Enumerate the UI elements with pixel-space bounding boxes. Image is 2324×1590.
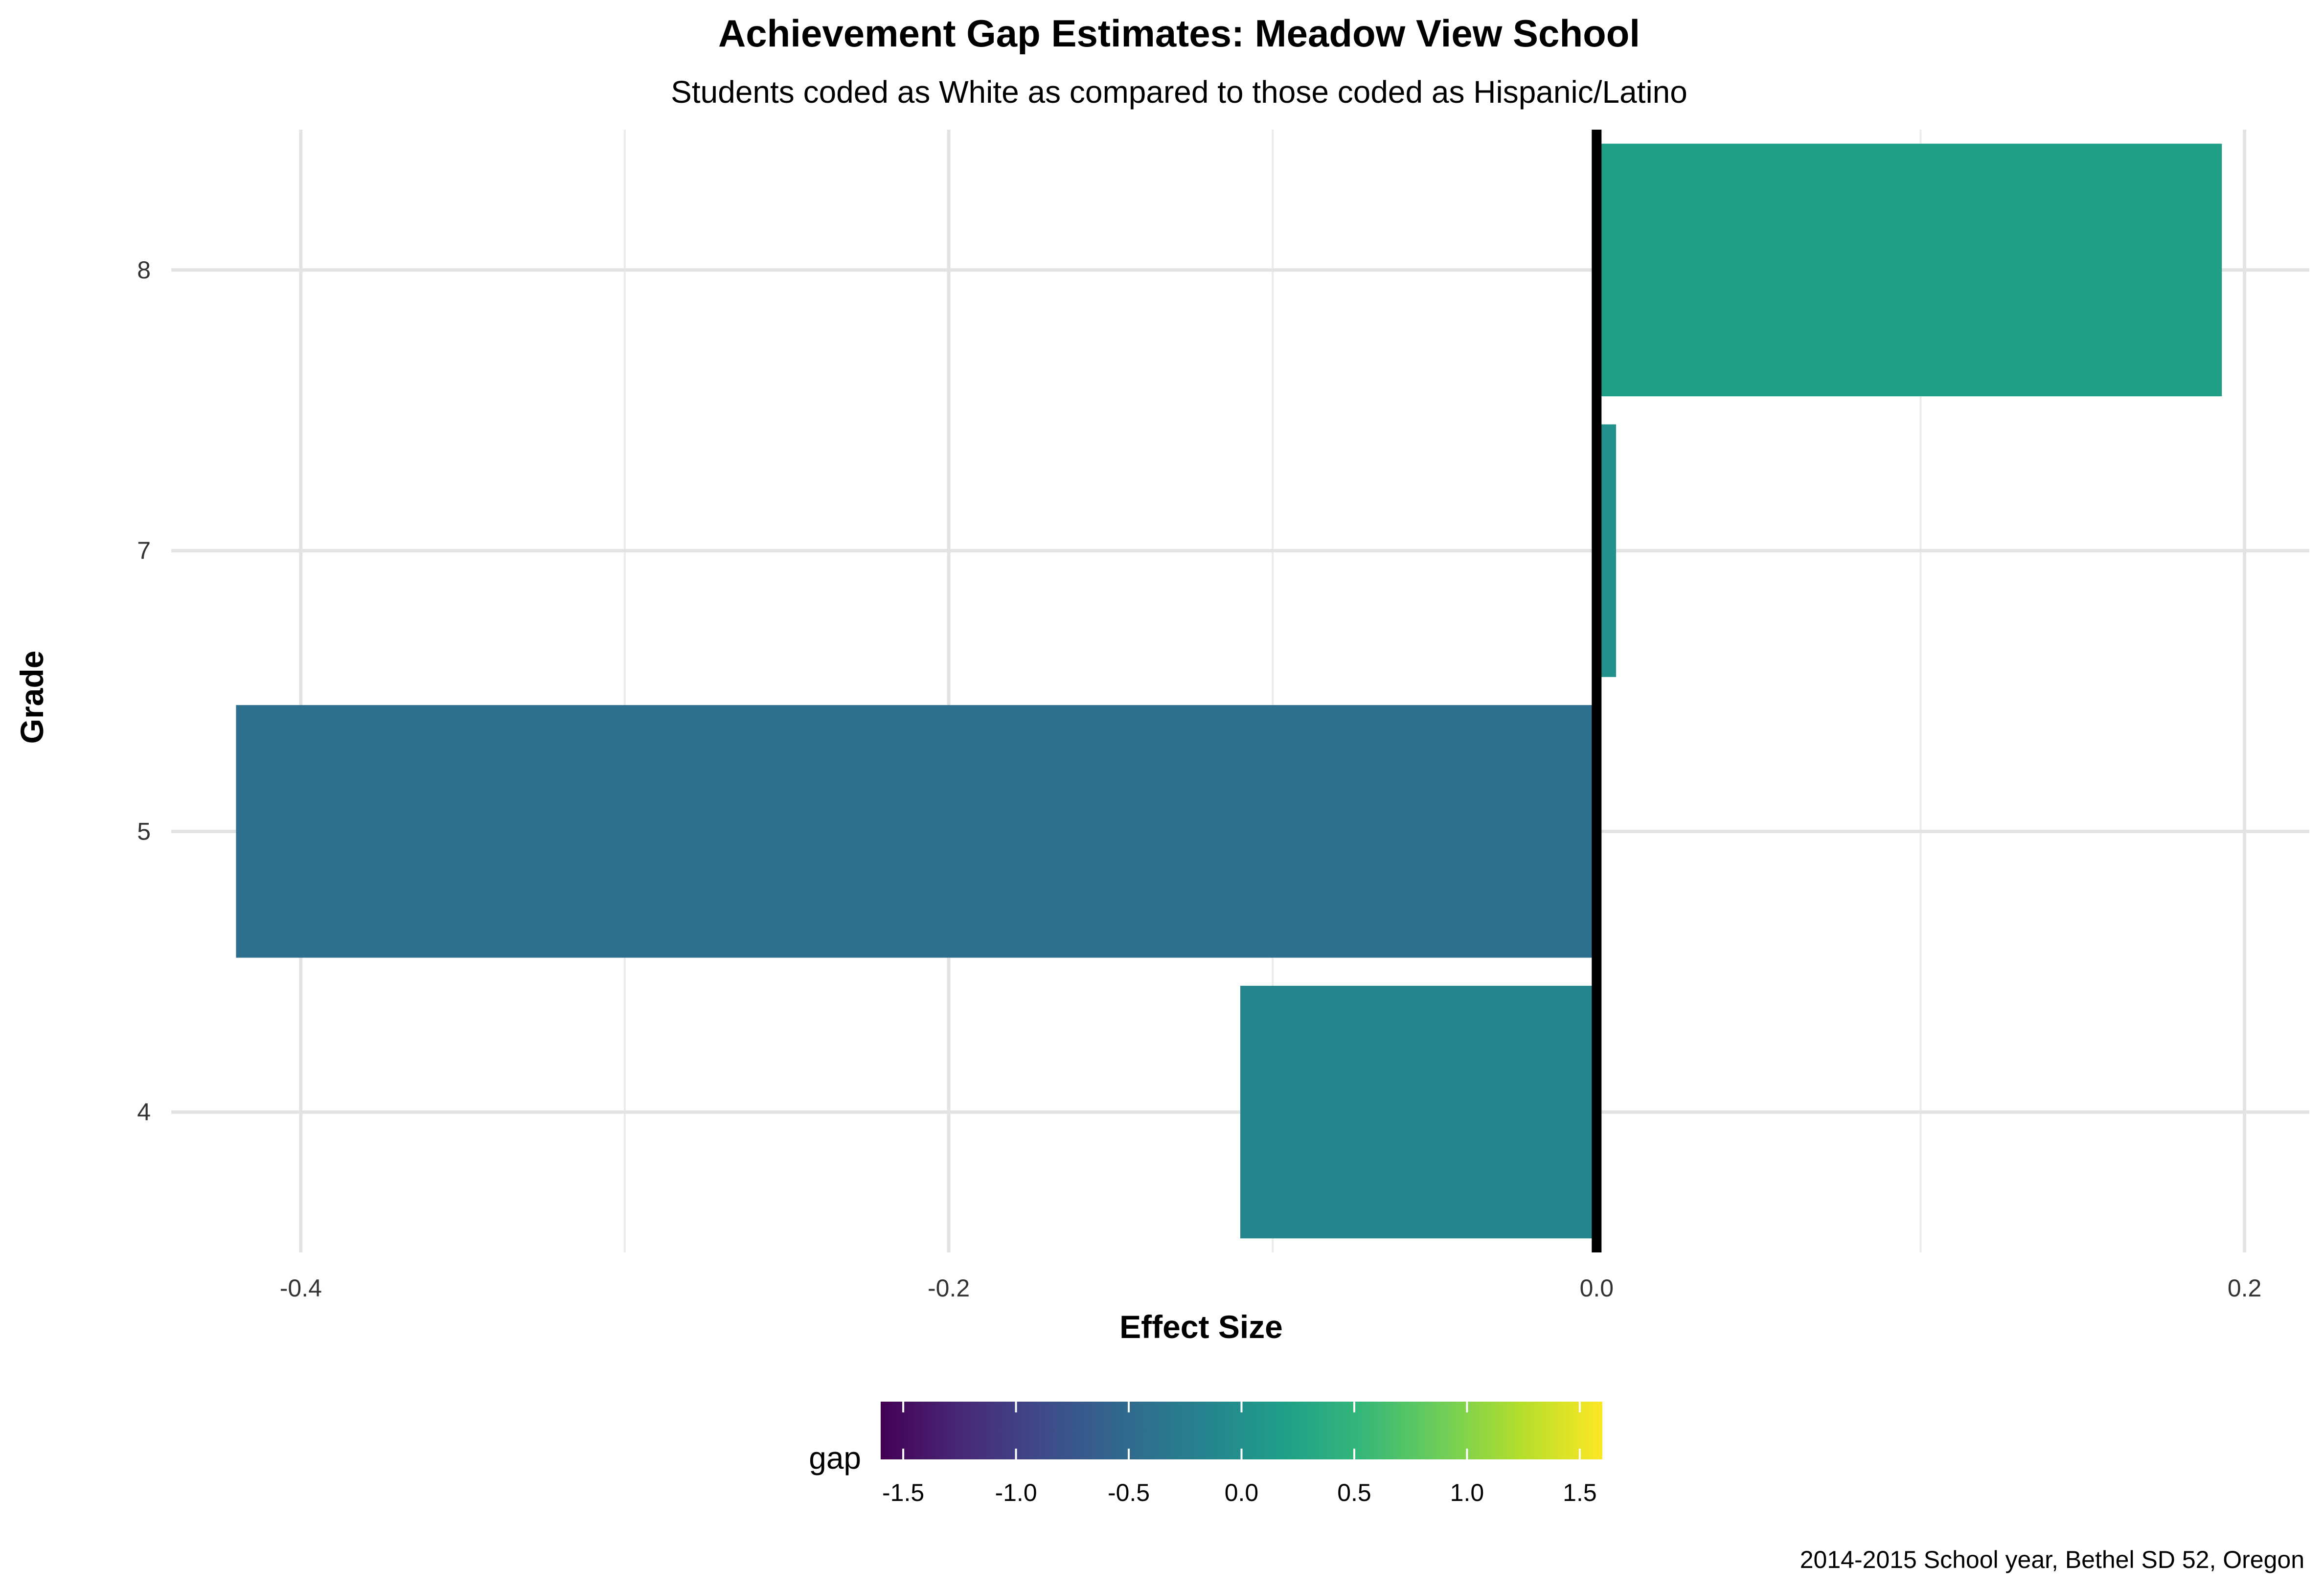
y-tick-label: 4: [137, 1098, 151, 1126]
bar-grade-4: [1240, 985, 1597, 1239]
colorbar-tick-label: 1.0: [1450, 1479, 1484, 1506]
colorbar-tick-label: -0.5: [1108, 1479, 1150, 1506]
chart-title: Achievement Gap Estimates: Meadow View S…: [718, 12, 1640, 55]
y-tick-labels: 4 5 7 8: [137, 256, 151, 1126]
x-axis-title: Effect Size: [1119, 1309, 1283, 1345]
bar-grade-5: [236, 705, 1597, 958]
legend-title: gap: [809, 1440, 861, 1476]
x-tick-label: 0.2: [2228, 1274, 2262, 1302]
x-tick-label: -0.2: [928, 1274, 970, 1302]
colorbar-tick-label: 0.0: [1225, 1479, 1259, 1506]
colorbar-legend: gap -1.5 -1.0 -0.5 0.0 0.5 1.0 1.5: [809, 1402, 1602, 1506]
y-tick-label: 5: [137, 818, 151, 845]
bars: [236, 143, 2222, 1239]
colorbar-tick-label: -1.0: [995, 1479, 1037, 1506]
y-axis-title: Grade: [14, 651, 50, 744]
colorbar-tick-label: -1.5: [882, 1479, 924, 1506]
colorbar-ticks: -1.5 -1.0 -0.5 0.0 0.5 1.0 1.5: [882, 1402, 1597, 1506]
bar-grade-8: [1596, 143, 2222, 397]
x-tick-labels: -0.4 -0.2 0.0 0.2: [280, 1274, 2262, 1302]
x-tick-label: 0.0: [1580, 1274, 1614, 1302]
y-tick-label: 7: [137, 537, 151, 565]
colorbar-tick-label: 1.5: [1563, 1479, 1597, 1506]
chart-caption: 2014-2015 School year, Bethel SD 52, Ore…: [1800, 1546, 2304, 1573]
chart-subtitle: Students coded as White as compared to t…: [671, 74, 1687, 110]
x-tick-label: -0.4: [280, 1274, 322, 1302]
y-tick-label: 8: [137, 256, 151, 284]
colorbar-tick-label: 0.5: [1337, 1479, 1371, 1506]
